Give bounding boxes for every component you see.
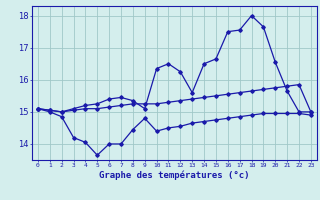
- X-axis label: Graphe des températures (°c): Graphe des températures (°c): [99, 171, 250, 180]
